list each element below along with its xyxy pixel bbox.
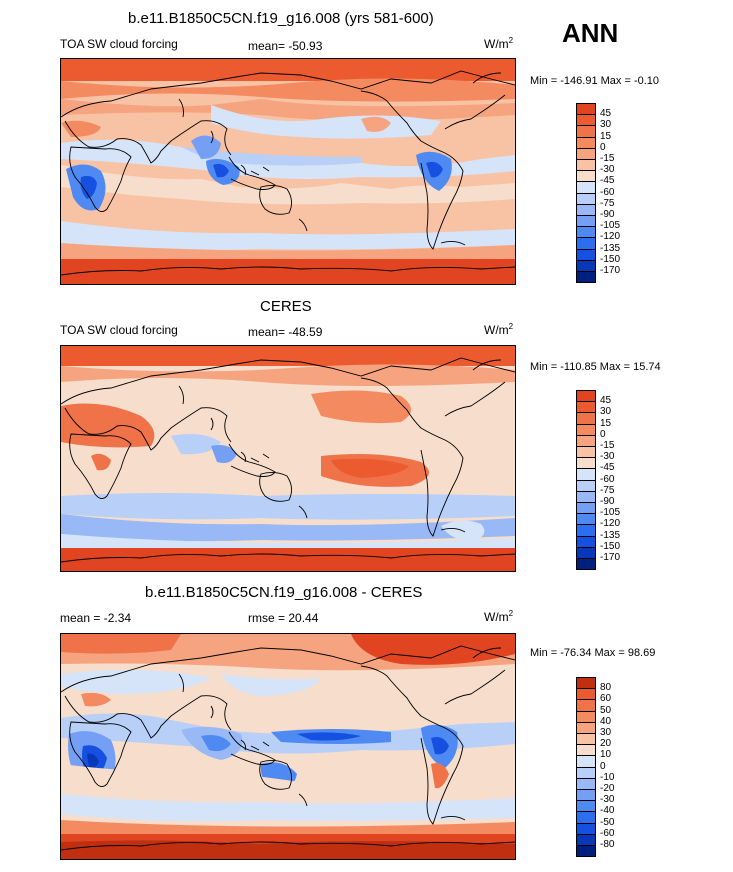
season-label: ANN (562, 18, 619, 48)
colorbar-3-level: 30 (600, 727, 612, 738)
panel-3-coastlines (61, 645, 515, 851)
colorbar-1-level: -75 (600, 197, 615, 209)
colorbar-1-level: -90 (600, 209, 615, 220)
colorbar-1-level: -30 (600, 164, 615, 176)
colorbar-1-level: 15 (600, 130, 612, 142)
colorbar-3-level: -80 (600, 839, 615, 850)
colorbar-2-level: -120 (600, 518, 621, 530)
colorbar-1-level: 30 (600, 119, 612, 131)
colorbar-1-level: -150 (600, 253, 621, 265)
colorbar-2-level: 45 (600, 395, 612, 407)
panel-1-units: W/m2 (484, 36, 514, 51)
panel-2-map (60, 345, 516, 572)
colorbar-3-level: -30 (600, 794, 615, 806)
colorbar-3-level: -50 (600, 816, 615, 828)
panel-1-coastlines (61, 70, 515, 276)
colorbar-1-level: 0 (600, 141, 606, 153)
colorbar-1-box (576, 271, 596, 284)
colorbar-1-level: 45 (600, 108, 612, 120)
colorbar-3-level: 80 (600, 682, 612, 694)
panel-3-rmse-label: rmse = 20.44 (248, 611, 319, 625)
panel-3-map (60, 633, 516, 860)
panel-2-mean-label: mean= -48.59 (248, 325, 323, 339)
colorbar-2-level: -30 (600, 451, 615, 463)
panel-2-minmax: Min = -110.85 Max = 15.74 (530, 361, 661, 373)
panel-3-field (61, 634, 515, 859)
colorbar-1-level: -45 (600, 175, 615, 187)
colorbar-2-level: -105 (600, 507, 621, 519)
colorbar-2-level: 30 (600, 406, 612, 418)
panel-1-title: b.e11.B1850C5CN.f19_g16.008 (yrs 581-600… (128, 10, 434, 27)
colorbar-1-level: -15 (600, 153, 615, 164)
colorbar-3-level: -10 (600, 771, 615, 783)
colorbar-1-level: -135 (600, 242, 621, 254)
colorbar-2-level: -60 (600, 473, 615, 485)
colorbar-1-level: -120 (600, 231, 621, 243)
panel-2-field (61, 346, 515, 571)
colorbar-3-level: -20 (600, 783, 615, 794)
panel-1-field (61, 59, 515, 284)
colorbar-3-level: 20 (600, 738, 612, 750)
colorbar-2-level: -150 (600, 540, 621, 552)
colorbar-3-level: 0 (600, 760, 606, 772)
colorbar-1-level: -170 (600, 265, 621, 276)
panel-3-title: b.e11.B1850C5CN.f19_g16.008 - CERES (145, 584, 423, 601)
colorbar-2-level: -90 (600, 496, 615, 507)
colorbar-2-level: 0 (600, 428, 606, 440)
colorbar-3-level: -40 (600, 805, 615, 817)
colorbar-2-level: 15 (600, 417, 612, 429)
panel-1-mean-label: mean= -50.93 (248, 39, 323, 53)
panel-3-mean-label: mean = -2.34 (60, 611, 132, 625)
colorbar-2-level: -15 (600, 440, 615, 451)
colorbar-2-level: -135 (600, 529, 621, 541)
colorbar-3-level: 50 (600, 704, 612, 716)
panel-1-variable-label: TOA SW cloud forcing (60, 37, 178, 51)
colorbar-2-level: -75 (600, 484, 615, 496)
colorbar-2-level: -45 (600, 462, 615, 474)
panel-2-coastlines (61, 357, 515, 563)
colorbar-2-level: -170 (600, 552, 621, 563)
panel-3-units: W/m2 (484, 609, 514, 624)
panel-1-minmax: Min = -146.91 Max = -0.10 (530, 75, 660, 87)
colorbar-3-level: -60 (600, 827, 615, 839)
colorbar-3-box (576, 845, 596, 858)
panel-2-units: W/m2 (484, 322, 514, 337)
colorbar-2-box (576, 558, 596, 571)
panel-2-title: CERES (260, 298, 312, 315)
colorbar-3-level: 10 (600, 749, 612, 761)
colorbar-1-level: -60 (600, 186, 615, 198)
panel-2-variable-label: TOA SW cloud forcing (60, 323, 178, 337)
colorbar-3-level: 40 (600, 715, 612, 727)
colorbar-3-level: 60 (600, 693, 612, 705)
panel-3-minmax: Min = -76.34 Max = 98.69 (530, 647, 656, 659)
colorbar-1-level: -105 (600, 220, 621, 232)
panel-1-map (60, 58, 516, 285)
